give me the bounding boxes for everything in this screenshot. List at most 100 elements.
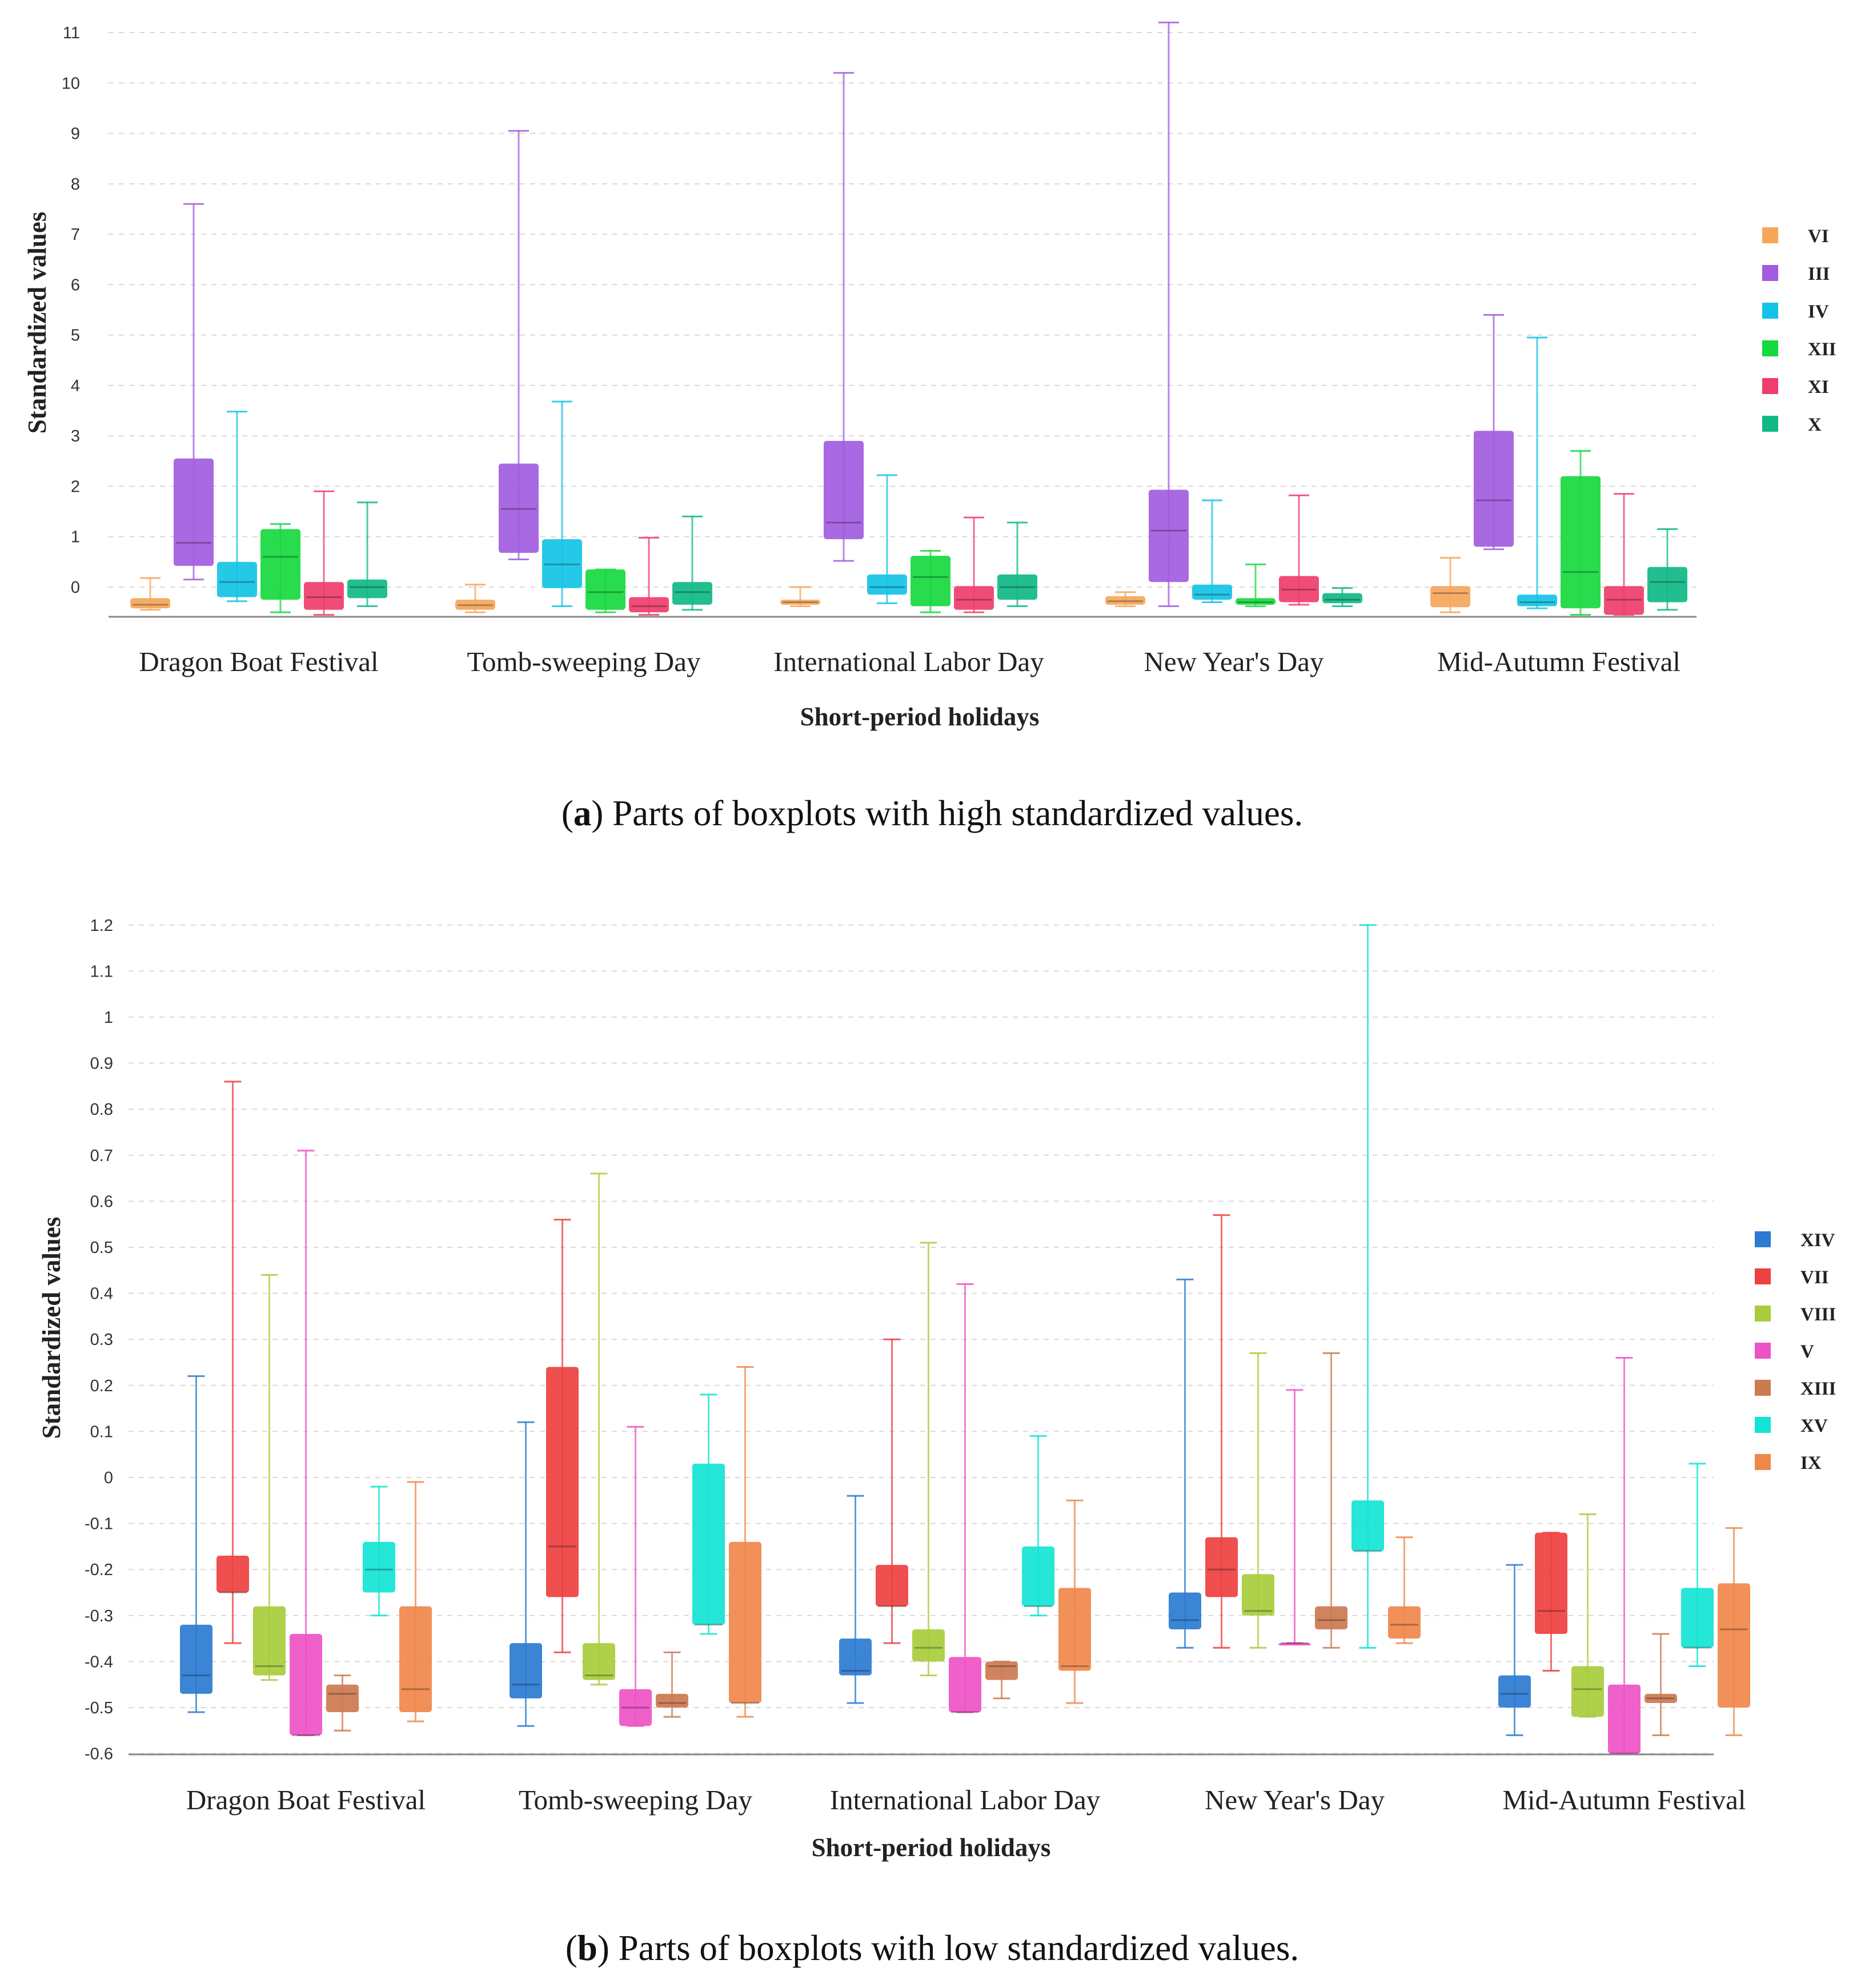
- box-XI: [304, 490, 344, 616]
- box-iqr: [1279, 576, 1319, 603]
- y-tick-label: 1: [104, 1009, 113, 1027]
- box-iqr: [949, 1657, 981, 1713]
- legend-label: XIII: [1800, 1379, 1836, 1399]
- panel-b-x-axis-title: Short-period holidays: [812, 1833, 1051, 1862]
- box-IX: [399, 1481, 432, 1722]
- box-iqr: [253, 1606, 286, 1676]
- box-XIII: [1315, 1352, 1347, 1649]
- box-iqr: [542, 539, 582, 588]
- y-tick-label: 4: [71, 377, 80, 395]
- box-iqr: [546, 1367, 579, 1597]
- box-iqr: [867, 574, 907, 595]
- box-XI: [1604, 493, 1644, 616]
- box-iqr: [876, 1565, 908, 1607]
- box-X: [347, 501, 387, 608]
- box-VI: [1430, 557, 1470, 613]
- box-XIII: [326, 1674, 359, 1732]
- category-label: Dragon Boat Festival: [139, 646, 378, 677]
- y-tick-label: 1.1: [90, 962, 113, 981]
- box-iqr: [174, 458, 214, 566]
- panel-a-legend: VI III IV XII XI X: [1762, 226, 1836, 435]
- box-iqr: [1645, 1693, 1677, 1703]
- legend-label: VII: [1800, 1267, 1829, 1288]
- box-IV: [867, 474, 907, 604]
- box-V: [619, 1425, 652, 1727]
- y-tick-label: 0.8: [90, 1101, 113, 1119]
- box-iqr: [1430, 586, 1470, 608]
- box-IX: [729, 1366, 761, 1718]
- box-iqr: [1535, 1532, 1567, 1634]
- panel-b-caption-text: Parts of boxplots with low standardized …: [619, 1928, 1300, 1968]
- box-VII: [1535, 1532, 1567, 1672]
- category-label: Tomb-sweeping Day: [467, 646, 701, 677]
- box-iqr: [347, 579, 387, 599]
- box-XIII: [985, 1660, 1018, 1700]
- y-tick-label: 1.2: [90, 917, 113, 935]
- box-iqr: [1192, 584, 1232, 600]
- box-iqr: [499, 463, 539, 553]
- box-iqr: [672, 582, 712, 605]
- box-iqr: [585, 569, 625, 610]
- legend-label: III: [1808, 264, 1830, 284]
- box-iqr: [1278, 1643, 1311, 1646]
- legend-label: XV: [1800, 1416, 1828, 1436]
- box-X: [997, 521, 1037, 608]
- box-iqr: [326, 1684, 359, 1713]
- box-VII: [216, 1081, 249, 1644]
- box-iqr: [824, 441, 864, 540]
- legend-label: X: [1808, 415, 1822, 435]
- box-XI: [1279, 494, 1319, 606]
- legend-label: IV: [1808, 302, 1829, 322]
- legend-swatch: [1762, 303, 1778, 319]
- box-V: [290, 1150, 322, 1736]
- box-XV: [1681, 1463, 1714, 1667]
- box-iqr: [1315, 1606, 1347, 1629]
- legend-label: XIV: [1800, 1230, 1835, 1251]
- panel-b-y-axis-title: Standardized values: [37, 1217, 66, 1439]
- box-XIII: [1645, 1633, 1677, 1736]
- y-tick-label: 3: [71, 427, 80, 445]
- box-iqr: [1236, 598, 1276, 605]
- box-III: [499, 130, 539, 560]
- legend-label: XII: [1808, 339, 1836, 360]
- legend-swatch: [1755, 1417, 1771, 1433]
- box-iqr: [510, 1643, 542, 1698]
- legend-swatch: [1755, 1454, 1771, 1470]
- panel-a-y-tick-labels: 0 1 2 3 4 5 6 7 8 9 10 11: [62, 24, 80, 597]
- y-tick-label: 10: [62, 74, 80, 93]
- box-iqr: [997, 574, 1037, 600]
- box-iqr: [954, 586, 994, 610]
- box-iqr: [1205, 1537, 1238, 1597]
- box-iqr: [304, 582, 344, 610]
- y-tick-label: -0.5: [85, 1699, 113, 1717]
- box-iqr: [1608, 1684, 1641, 1754]
- legend-swatch: [1762, 340, 1778, 356]
- box-iqr: [260, 529, 300, 600]
- panel-a-chart: 0 1 2 3 4 5 6 7 8 9 10 11 Dragon Boat Festival Tomb-…: [23, 21, 1836, 833]
- box-iqr: [911, 556, 950, 607]
- box-iqr: [839, 1638, 872, 1676]
- box-III: [824, 72, 864, 562]
- box-iqr: [363, 1541, 395, 1593]
- box-iqr: [629, 597, 669, 613]
- box-IV: [1517, 336, 1557, 609]
- box-iqr: [1718, 1583, 1750, 1708]
- box-XI: [954, 516, 994, 613]
- box-IV: [217, 411, 257, 603]
- box-iqr: [656, 1693, 688, 1708]
- legend-swatch: [1755, 1268, 1771, 1284]
- box-XIII: [656, 1651, 688, 1718]
- category-label: International Labor Day: [830, 1784, 1101, 1816]
- box-iqr: [1058, 1588, 1091, 1671]
- y-tick-label: 0.9: [90, 1055, 113, 1073]
- y-tick-label: 6: [71, 276, 80, 294]
- panel-b-y-tick-labels: 1.2 1.1 1 0.9 0.8 0.7 0.6 0.5 0.4 0.3 0.2 0.1 0 -0.1 -…: [85, 917, 113, 1764]
- y-tick-label: 11: [63, 24, 80, 42]
- box-XV: [692, 1393, 725, 1635]
- box-iqr: [130, 598, 170, 609]
- box-iqr: [985, 1661, 1018, 1680]
- box-VIII: [583, 1172, 615, 1686]
- box-XIV: [839, 1495, 872, 1704]
- box-VII: [1205, 1214, 1238, 1649]
- panel-b-chart: 1.2 1.1 1 0.9 0.8 0.7 0.6 0.5 0.4 0.3 0.2 0.1 0 -0.1 -…: [37, 917, 1836, 1968]
